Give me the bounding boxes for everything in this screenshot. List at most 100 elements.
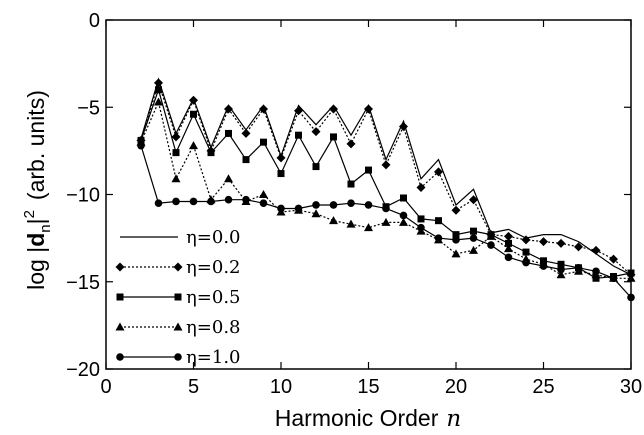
data-point	[260, 138, 267, 146]
data-point	[294, 106, 303, 116]
data-point	[469, 234, 478, 242]
data-point	[399, 121, 408, 131]
data-point	[171, 174, 181, 183]
series-3	[136, 97, 636, 282]
series-line	[140, 80, 632, 276]
data-point	[556, 238, 566, 248]
data-point	[224, 195, 233, 204]
data-point	[452, 231, 460, 239]
data-point	[294, 204, 303, 213]
data-point	[365, 166, 372, 174]
data-point	[329, 216, 338, 225]
legend-label: η=0.8	[186, 317, 241, 338]
data-point	[591, 245, 601, 255]
legend: η=0.0 η=0.2 η=0.5 η=0.8 η=1.0	[115, 227, 241, 368]
data-point	[329, 201, 338, 209]
data-point	[277, 204, 285, 213]
x-tick-label: 20	[445, 376, 467, 398]
legend-marker	[115, 322, 125, 331]
data-point	[242, 195, 250, 204]
series-line	[140, 100, 631, 279]
data-point	[399, 211, 408, 220]
data-point	[399, 217, 408, 226]
legend-marker	[173, 322, 183, 331]
series-0	[140, 77, 632, 276]
data-point	[189, 197, 198, 206]
data-point	[364, 104, 373, 114]
data-point	[434, 234, 443, 242]
data-point	[154, 199, 163, 208]
x-tick-label: 15	[357, 376, 379, 398]
data-point	[574, 263, 583, 272]
data-point	[469, 245, 478, 254]
data-point	[172, 149, 180, 157]
series-1	[136, 78, 636, 280]
data-point	[381, 217, 391, 226]
data-point	[539, 237, 548, 247]
legend-marker	[174, 353, 182, 361]
data-point	[312, 163, 320, 171]
data-point	[487, 241, 495, 249]
data-point	[522, 258, 530, 267]
data-point	[626, 273, 636, 282]
data-point	[295, 131, 302, 139]
data-point	[381, 160, 391, 170]
data-point	[171, 132, 181, 142]
data-point	[207, 149, 215, 157]
x-axis-label: Harmonic Order n	[275, 405, 461, 432]
legend-label: η=0.5	[186, 287, 241, 308]
data-point	[224, 174, 233, 183]
series-line	[140, 77, 632, 276]
data-point	[451, 205, 461, 215]
data-point	[451, 249, 461, 258]
data-point	[154, 78, 163, 88]
data-point	[435, 217, 442, 225]
y-axis-label: log |dn|2(arb. units)	[21, 90, 54, 290]
legend-item: η=0.8	[115, 317, 241, 338]
data-point	[574, 242, 583, 252]
data-point	[242, 156, 250, 164]
x-tick-label: 10	[270, 376, 292, 398]
legend-item: η=0.5	[116, 287, 241, 308]
data-point	[505, 239, 512, 247]
y-axis-label-symbol: d	[23, 233, 49, 247]
data-point	[609, 274, 618, 283]
y-tick-label: −20	[66, 359, 100, 381]
data-point	[276, 153, 286, 163]
data-point	[522, 248, 530, 256]
data-point	[504, 231, 513, 241]
data-point	[434, 167, 443, 177]
data-point	[364, 223, 373, 232]
data-point	[346, 139, 356, 149]
data-point	[521, 235, 531, 245]
x-tick-label: 25	[532, 376, 554, 398]
data-point	[137, 141, 145, 150]
data-point	[259, 190, 268, 198]
data-point	[592, 267, 600, 276]
data-point	[627, 269, 635, 277]
legend-marker	[173, 262, 183, 272]
data-point	[557, 260, 565, 268]
legend-marker	[174, 293, 182, 301]
series-line	[140, 87, 632, 279]
data-point	[382, 204, 390, 213]
legend-marker	[116, 293, 124, 301]
legend-marker	[116, 353, 124, 361]
x-tick-label: 0	[100, 376, 111, 398]
legend-item: η=0.0	[120, 227, 241, 248]
data-point	[346, 219, 356, 228]
data-point	[311, 209, 321, 218]
y-tick-label: −10	[66, 185, 100, 207]
data-point	[241, 128, 251, 138]
legend-item: η=0.2	[115, 257, 241, 278]
data-point	[189, 95, 198, 105]
legend-label: η=1.0	[186, 347, 241, 368]
data-point	[225, 129, 232, 137]
data-point	[312, 201, 320, 209]
data-point	[400, 194, 407, 202]
data-point	[224, 104, 233, 114]
data-point	[364, 201, 373, 209]
data-point	[539, 262, 548, 270]
data-point	[504, 253, 513, 262]
